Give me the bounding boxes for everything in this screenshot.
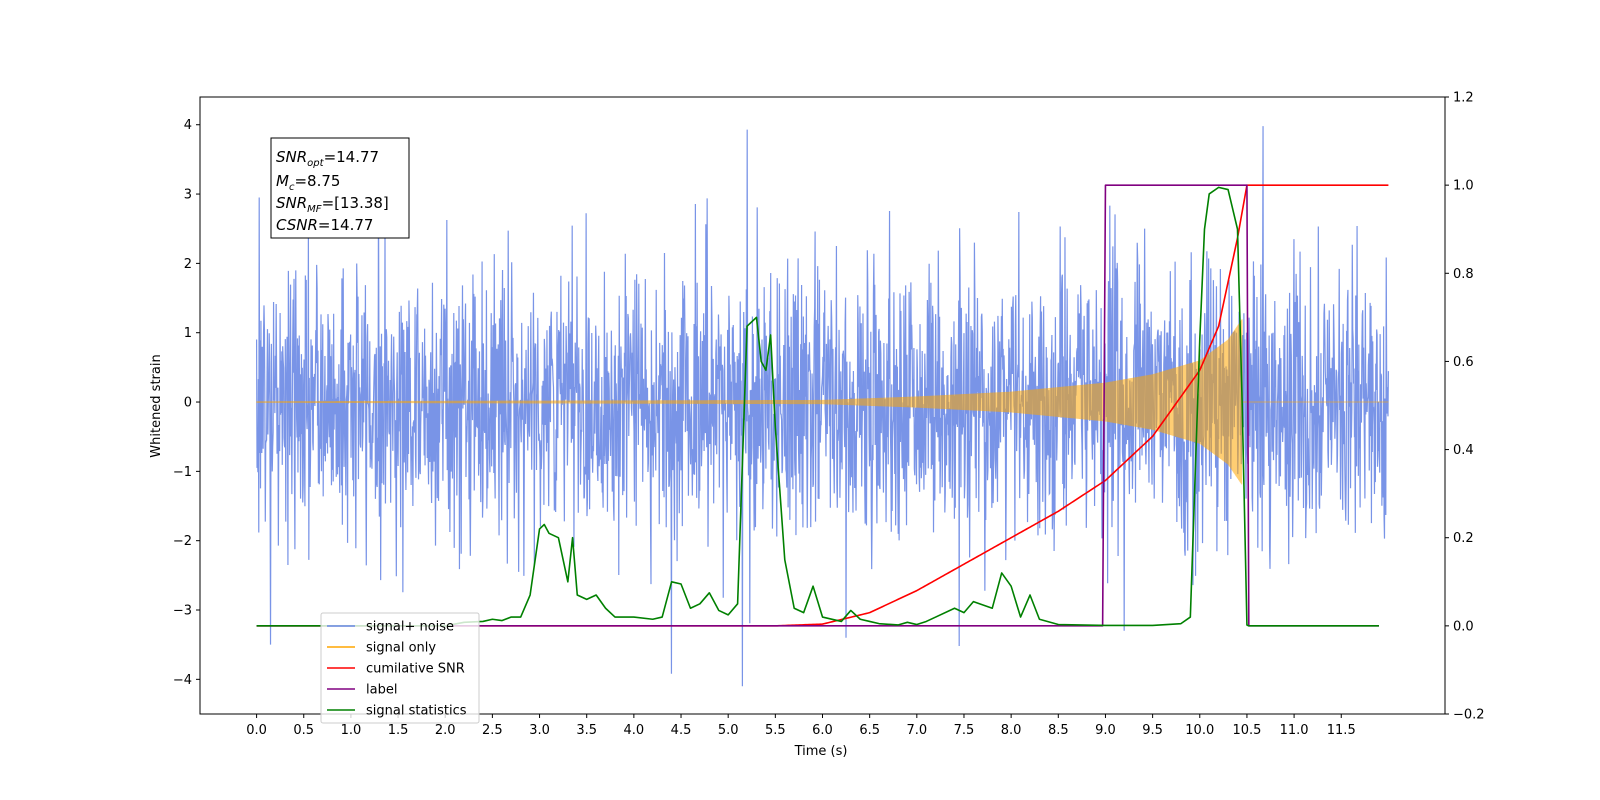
x-tick-label: 0.5 (293, 723, 314, 738)
y-axis-right: 1.2 1.0 0.8 0.6 0.4 0.2 0.0 −0.2 (1445, 91, 1485, 723)
y-right-tick-label: 1.0 (1453, 179, 1474, 194)
x-tick-label: 0.0 (246, 723, 267, 738)
x-tick-label: 3.5 (576, 723, 597, 738)
y-left-tick-label: 1 (184, 326, 192, 341)
y-right-tick-label: 0.8 (1453, 267, 1474, 282)
x-tick-label: 7.0 (906, 723, 927, 738)
x-tick-label: 10.0 (1185, 723, 1214, 738)
x-axis: 0.0 0.5 1.0 1.5 2.0 2.5 3.0 3.5 4.0 4.5 5.0 5.5 6.0 6… (246, 714, 1356, 738)
x-tick-label: 1.5 (388, 723, 409, 738)
y-axis-label: Whitened strain (149, 354, 164, 457)
y-left-tick-label: 3 (184, 188, 192, 203)
x-tick-label: 2.0 (435, 723, 456, 738)
x-tick-label: 11.0 (1280, 723, 1309, 738)
x-tick-label: 4.5 (671, 723, 692, 738)
y-right-tick-label: 1.2 (1453, 91, 1474, 106)
x-tick-label: 5.0 (718, 723, 739, 738)
x-tick-label: 3.0 (529, 723, 550, 738)
y-left-tick-label: −1 (173, 465, 192, 480)
x-tick-label: 10.5 (1232, 723, 1261, 738)
legend-frame (320, 612, 480, 724)
y-left-tick-label: 0 (184, 396, 192, 411)
x-tick-label: 6.0 (812, 723, 833, 738)
x-tick-label: 9.0 (1095, 723, 1116, 738)
x-tick-label: 11.5 (1327, 723, 1356, 738)
y-left-tick-label: −4 (173, 673, 192, 688)
legend-label-signal-statistics: signal statistics (366, 704, 467, 719)
x-tick-label: 7.5 (954, 723, 975, 738)
info-snr-opt: SNRopt=14.77 (276, 148, 379, 169)
y-right-tick-label: 0.2 (1453, 531, 1474, 546)
y-right-tick-label: 0.6 (1453, 355, 1474, 370)
info-box: SNRopt=14.77 Mc=8.75 SNRMF=[13.38] CSNR=… (270, 137, 410, 239)
x-tick-label: 8.5 (1048, 723, 1069, 738)
x-tick-label: 5.5 (765, 723, 786, 738)
y-left-tick-label: 4 (184, 118, 192, 133)
x-tick-label: 8.0 (1001, 723, 1022, 738)
info-csnr: CSNR=14.77 (276, 216, 373, 234)
x-axis-label: Time (s) (794, 744, 848, 759)
x-tick-label: 1.0 (341, 723, 362, 738)
x-tick-label: 2.5 (482, 723, 503, 738)
series-line-signal-statistics (256, 186, 1379, 627)
legend: signal+ noise signal only cumilative SNR la… (320, 612, 480, 724)
y-left-tick-label: −3 (173, 604, 192, 619)
info-box-frame (270, 137, 410, 239)
info-snr-mf: SNRMF=[13.38] (276, 194, 389, 215)
info-mc: Mc=8.75 (276, 172, 340, 193)
legend-label-signal-noise: signal+ noise (366, 620, 454, 635)
y-left-tick-label: 2 (184, 257, 192, 272)
y-right-tick-label: 0.0 (1453, 619, 1474, 634)
y-right-tick-label: −0.2 (1453, 708, 1485, 723)
legend-label-signal-only: signal only (366, 641, 436, 656)
y-right-tick-label: 0.4 (1453, 443, 1474, 458)
legend-label-label: label (366, 683, 397, 698)
y-axis-left: 4 3 2 1 0 −1 −2 −3 −4 (173, 118, 200, 688)
x-tick-label: 6.5 (859, 723, 880, 738)
x-tick-label: 9.5 (1142, 723, 1163, 738)
legend-label-cumilative-snr: cumilative SNR (366, 662, 465, 677)
series-line-signal-only (256, 319, 1247, 485)
x-tick-label: 4.0 (624, 723, 645, 738)
y-left-tick-label: −2 (173, 534, 192, 549)
